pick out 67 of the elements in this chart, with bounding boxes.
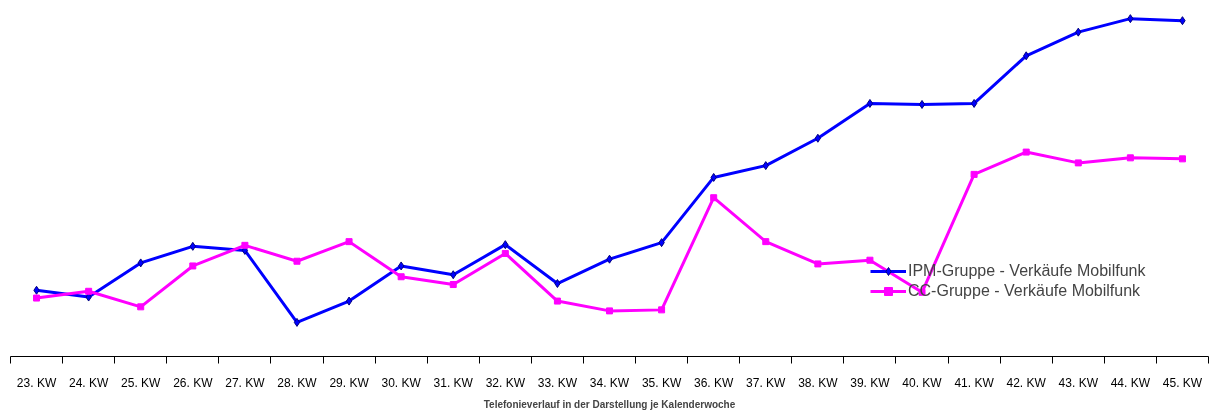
x-tick-label: 38. KW bbox=[798, 375, 839, 390]
point bbox=[189, 262, 197, 270]
point bbox=[1126, 154, 1134, 162]
point bbox=[710, 172, 717, 182]
point bbox=[501, 249, 509, 257]
point bbox=[1127, 14, 1134, 24]
point bbox=[866, 256, 874, 264]
point bbox=[970, 98, 978, 108]
point bbox=[345, 238, 353, 246]
point bbox=[293, 317, 301, 327]
x-tick-label: 23. KW bbox=[16, 375, 57, 390]
x-tick-label: 37. KW bbox=[746, 375, 787, 390]
point bbox=[137, 258, 144, 268]
point bbox=[762, 238, 770, 246]
point bbox=[502, 240, 509, 250]
point bbox=[658, 306, 666, 314]
point bbox=[762, 161, 769, 171]
point bbox=[85, 287, 93, 295]
x-tick-label: 44. KW bbox=[1110, 375, 1151, 390]
point bbox=[710, 194, 718, 202]
point bbox=[397, 273, 405, 281]
x-tick-label: 32. KW bbox=[485, 375, 526, 390]
point bbox=[1075, 27, 1082, 37]
x-axis-title: Telefonieverlauf in der Darstellung je Kalenderwoche bbox=[483, 398, 736, 410]
point bbox=[1178, 155, 1186, 163]
x-tick-label: 26. KW bbox=[173, 375, 214, 390]
point bbox=[241, 241, 249, 249]
x-tick-label: 42. KW bbox=[1006, 375, 1047, 390]
x-tick-label: 43. KW bbox=[1058, 375, 1099, 390]
point bbox=[606, 307, 613, 315]
x-tick-label: 45. KW bbox=[1162, 375, 1203, 390]
x-tick-label: 28. KW bbox=[277, 375, 318, 390]
point bbox=[1022, 148, 1030, 156]
point bbox=[33, 294, 41, 302]
point bbox=[970, 170, 978, 178]
point bbox=[1074, 159, 1082, 167]
x-tick-label: 41. KW bbox=[954, 375, 995, 390]
x-tick-label: 29. KW bbox=[329, 375, 370, 390]
point bbox=[33, 285, 40, 295]
x-tick-label: 33. KW bbox=[537, 375, 578, 390]
point bbox=[658, 238, 665, 248]
point bbox=[450, 270, 457, 280]
point bbox=[449, 281, 457, 289]
point bbox=[918, 99, 926, 109]
x-tick-label: 30. KW bbox=[381, 375, 422, 390]
point bbox=[345, 296, 353, 306]
point bbox=[553, 297, 561, 305]
point bbox=[1023, 51, 1030, 61]
x-tick-label: 27. KW bbox=[225, 375, 266, 390]
x-tick-label: 35. KW bbox=[641, 375, 682, 390]
point bbox=[397, 261, 405, 271]
point bbox=[189, 241, 196, 251]
x-tick-label: 36. KW bbox=[694, 375, 735, 390]
x-tick-label: 40. KW bbox=[902, 375, 943, 390]
point bbox=[554, 279, 561, 289]
point bbox=[814, 260, 822, 268]
x-tick-label: 39. KW bbox=[850, 375, 891, 390]
point bbox=[1179, 16, 1186, 26]
x-tick-label: 31. KW bbox=[433, 375, 474, 390]
point bbox=[137, 303, 145, 311]
point bbox=[814, 133, 822, 143]
point bbox=[293, 257, 301, 265]
point bbox=[606, 254, 613, 264]
x-tick-label: 34. KW bbox=[589, 375, 630, 390]
x-tick-label: 25. KW bbox=[121, 375, 162, 390]
x-tick-label: 24. KW bbox=[68, 375, 109, 390]
point bbox=[866, 98, 874, 108]
